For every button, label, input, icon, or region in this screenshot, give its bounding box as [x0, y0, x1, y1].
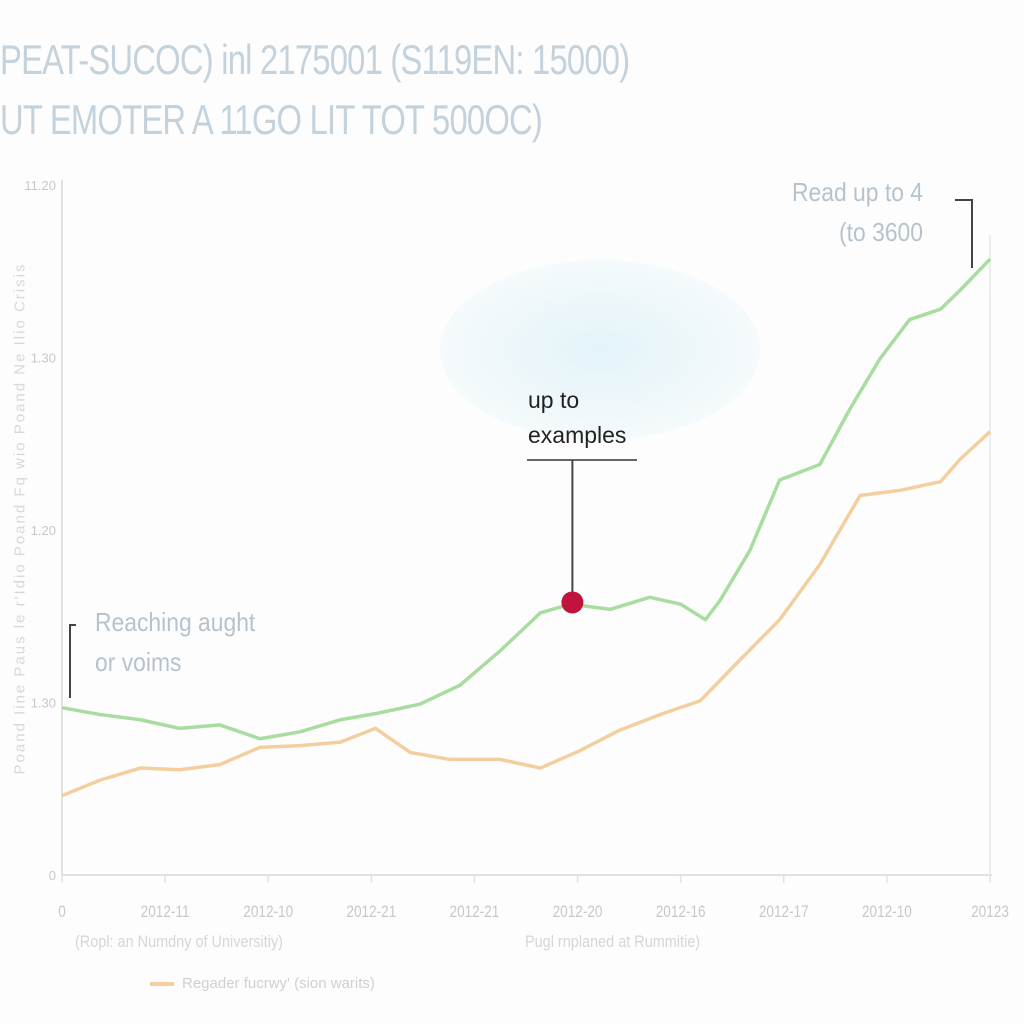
x-tick-label: 0	[58, 903, 66, 922]
x-tick-label: 20123	[971, 903, 1009, 922]
legend-swatch	[150, 981, 174, 986]
series-line-1	[61, 430, 992, 798]
top-right-annotation-line-1: Read up to 4	[791, 177, 923, 207]
legend-label: Regader fucrwy' (sion warits)	[182, 975, 375, 992]
y-tick-label: 1.20	[31, 523, 56, 538]
y-tick-label: 1.30	[31, 696, 56, 711]
left-annotation: Reaching aught or voims	[95, 602, 255, 682]
left-annotation-line-1: Reaching aught	[95, 607, 256, 637]
x-tick-label: 2012-10	[862, 903, 912, 922]
x-tick-label: 2012-21	[346, 903, 396, 922]
left-annotation-line-2: or voims	[95, 647, 182, 677]
highlight-annotation-line-2: examples	[528, 422, 627, 448]
y-tick-label: 0	[49, 868, 56, 883]
legend: Regader fucrwy' (sion warits)	[150, 975, 375, 992]
highlight-point	[561, 591, 584, 614]
series-line-0	[61, 257, 992, 741]
left-annotation-bracket	[69, 624, 76, 698]
x-sublabel-right: Pugl rnplaned at Rummitie)	[525, 932, 701, 951]
chart-title-line-2: UT EMOTER A 11GO LIT TOT 500OC)	[0, 96, 543, 143]
highlight-annotation: up to examples	[528, 383, 626, 453]
x-tick-label: 2012-20	[553, 903, 603, 922]
top-right-annotation-line-2: (to 3600	[839, 217, 923, 247]
background-glow	[440, 260, 760, 440]
y-tick-label: 1.30	[31, 351, 56, 366]
x-tick-label: 2012-21	[450, 903, 500, 922]
x-tick-label: 2012-16	[656, 903, 706, 922]
top-right-annotation-bracket	[955, 199, 973, 268]
top-right-annotation: Read up to 4 (to 3600	[788, 172, 923, 252]
chart-title-line-1: PEAT-SUCOC) inl 2175001 (S119EN: 15000)	[0, 36, 630, 83]
x-tick-label: 2012-11	[141, 903, 190, 922]
highlight-annotation-line-1: up to	[528, 387, 580, 413]
y-tick-label: 11.20	[24, 178, 56, 193]
x-tick-label: 2012-17	[759, 903, 809, 922]
x-tick-label: 2012-10	[243, 903, 293, 922]
x-sublabel-left: (Ropl: an Numdny of Universitiy)	[75, 932, 283, 951]
